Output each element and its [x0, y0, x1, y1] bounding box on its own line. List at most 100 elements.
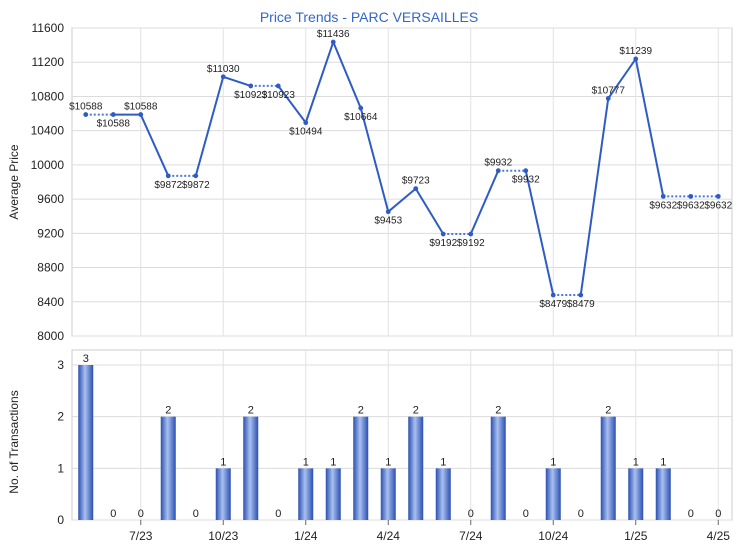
price-line-segment [607, 58, 637, 99]
transaction-count-label: 1 [633, 456, 639, 468]
transaction-bar [545, 468, 561, 520]
price-point [440, 231, 446, 237]
price-line-segment [332, 41, 362, 109]
transaction-count-label: 0 [110, 508, 116, 520]
price-line-segment [414, 188, 445, 235]
transaction-bar [655, 468, 671, 520]
transaction-count-label: 0 [688, 508, 694, 520]
x-tick-label: 7/23 [129, 529, 153, 543]
price-point [358, 105, 364, 111]
transaction-count-label: 2 [358, 405, 364, 417]
transaction-bar [298, 468, 314, 520]
price-y-tick-label: 8400 [37, 295, 64, 309]
price-point [578, 292, 584, 298]
transaction-count-label: 1 [660, 456, 666, 468]
price-point [688, 193, 694, 199]
price-line-segment [222, 75, 252, 87]
price-point [303, 120, 309, 126]
price-data-label: $9932 [484, 158, 512, 169]
price-data-label: $11030 [207, 64, 240, 75]
transaction-count-label: 1 [303, 456, 309, 468]
price-line-segment [387, 187, 417, 213]
price-data-label: $9632 [704, 200, 732, 211]
price-y-tick-label: 8800 [37, 261, 64, 275]
price-line-segment [359, 107, 390, 212]
transaction-count-label: 2 [495, 405, 501, 417]
price-data-label: $9932 [512, 175, 540, 186]
price-y-tick-label: 10400 [31, 124, 65, 138]
transaction-bar [380, 468, 396, 520]
price-point [660, 193, 666, 199]
price-panel: 8000 8400 8800 9200 9600 10000 10400 10800 11200… [31, 21, 733, 343]
transaction-count-label: 1 [385, 456, 391, 468]
price-line-segment [469, 170, 500, 235]
price-y-axis-label: Average Price [7, 144, 21, 219]
transaction-count-label: 0 [578, 508, 584, 520]
transactions-panel: 0 1 2 3 7/23 10/23 1/24 4/24 7/24 10/24 1/25 4/25 3 0… [57, 349, 733, 543]
price-data-label: $10777 [592, 85, 626, 96]
x-tick-label: 1/25 [624, 529, 648, 543]
transactions-y-tick-label: 1 [57, 461, 64, 475]
transaction-bar [600, 416, 616, 520]
price-data-label: $10923 [234, 90, 268, 101]
price-y-tick-label: 8000 [37, 329, 64, 343]
price-data-label: $9453 [374, 216, 402, 227]
price-data-label: $10588 [97, 119, 131, 130]
transactions-y-tick-label: 0 [57, 513, 64, 527]
transaction-bar [435, 468, 451, 520]
x-tick-label: 4/25 [707, 529, 731, 543]
price-data-label: $8479 [539, 299, 567, 310]
transactions-y-tick-label: 2 [57, 410, 64, 424]
transaction-count-label: 0 [138, 508, 144, 520]
transaction-count-label: 3 [83, 353, 89, 365]
price-data-label: $10923 [262, 90, 296, 101]
transaction-count-label: 2 [413, 405, 419, 417]
price-data-label: $9723 [402, 176, 430, 187]
price-point [220, 74, 226, 80]
transaction-count-label: 2 [605, 405, 611, 417]
transaction-count-label: 1 [330, 456, 336, 468]
price-line-segment [277, 85, 307, 124]
x-tick-label: 10/23 [208, 529, 238, 543]
price-line-segment [194, 76, 225, 177]
price-data-label: $10494 [289, 127, 323, 138]
x-tick-label: 10/24 [538, 529, 568, 543]
transaction-count-label: 1 [220, 456, 226, 468]
price-data-label: $10664 [344, 112, 378, 123]
price-point [110, 112, 116, 117]
price-data-label: $9632 [677, 200, 705, 211]
price-line-segment [304, 41, 335, 123]
price-point [275, 83, 281, 89]
price-data-label: $9632 [649, 200, 677, 211]
transaction-count-label: 0 [715, 508, 721, 520]
transaction-bar [353, 416, 369, 520]
price-point [633, 56, 639, 62]
price-point [495, 168, 501, 174]
transaction-count-label: 0 [523, 508, 529, 520]
price-line-segment [579, 98, 610, 296]
price-data-label: $9872 [154, 180, 182, 191]
x-tick-label: 1/24 [294, 529, 318, 543]
transaction-count-label: 2 [165, 405, 171, 417]
transaction-bar [325, 468, 341, 520]
price-y-tick-label: 10800 [31, 89, 65, 103]
price-point [165, 173, 171, 179]
transaction-count-label: 1 [550, 456, 556, 468]
price-line-segment [524, 170, 555, 296]
price-point [385, 209, 391, 215]
price-data-label: $11436 [317, 29, 350, 40]
price-y-tick-label: 11600 [32, 21, 65, 35]
price-data-label: $9192 [429, 238, 457, 249]
transaction-bar [215, 468, 231, 520]
price-line-segment [139, 114, 170, 177]
price-point [83, 112, 89, 117]
transaction-count-label: 0 [468, 508, 474, 520]
count-y-axis-label: No. of Transactions [7, 390, 21, 493]
transaction-count-label: 0 [193, 508, 199, 520]
transaction-bar [408, 416, 424, 520]
price-point [248, 83, 254, 89]
transaction-bar [628, 468, 644, 520]
transaction-bar [78, 365, 94, 520]
price-data-label: $10588 [124, 102, 158, 113]
